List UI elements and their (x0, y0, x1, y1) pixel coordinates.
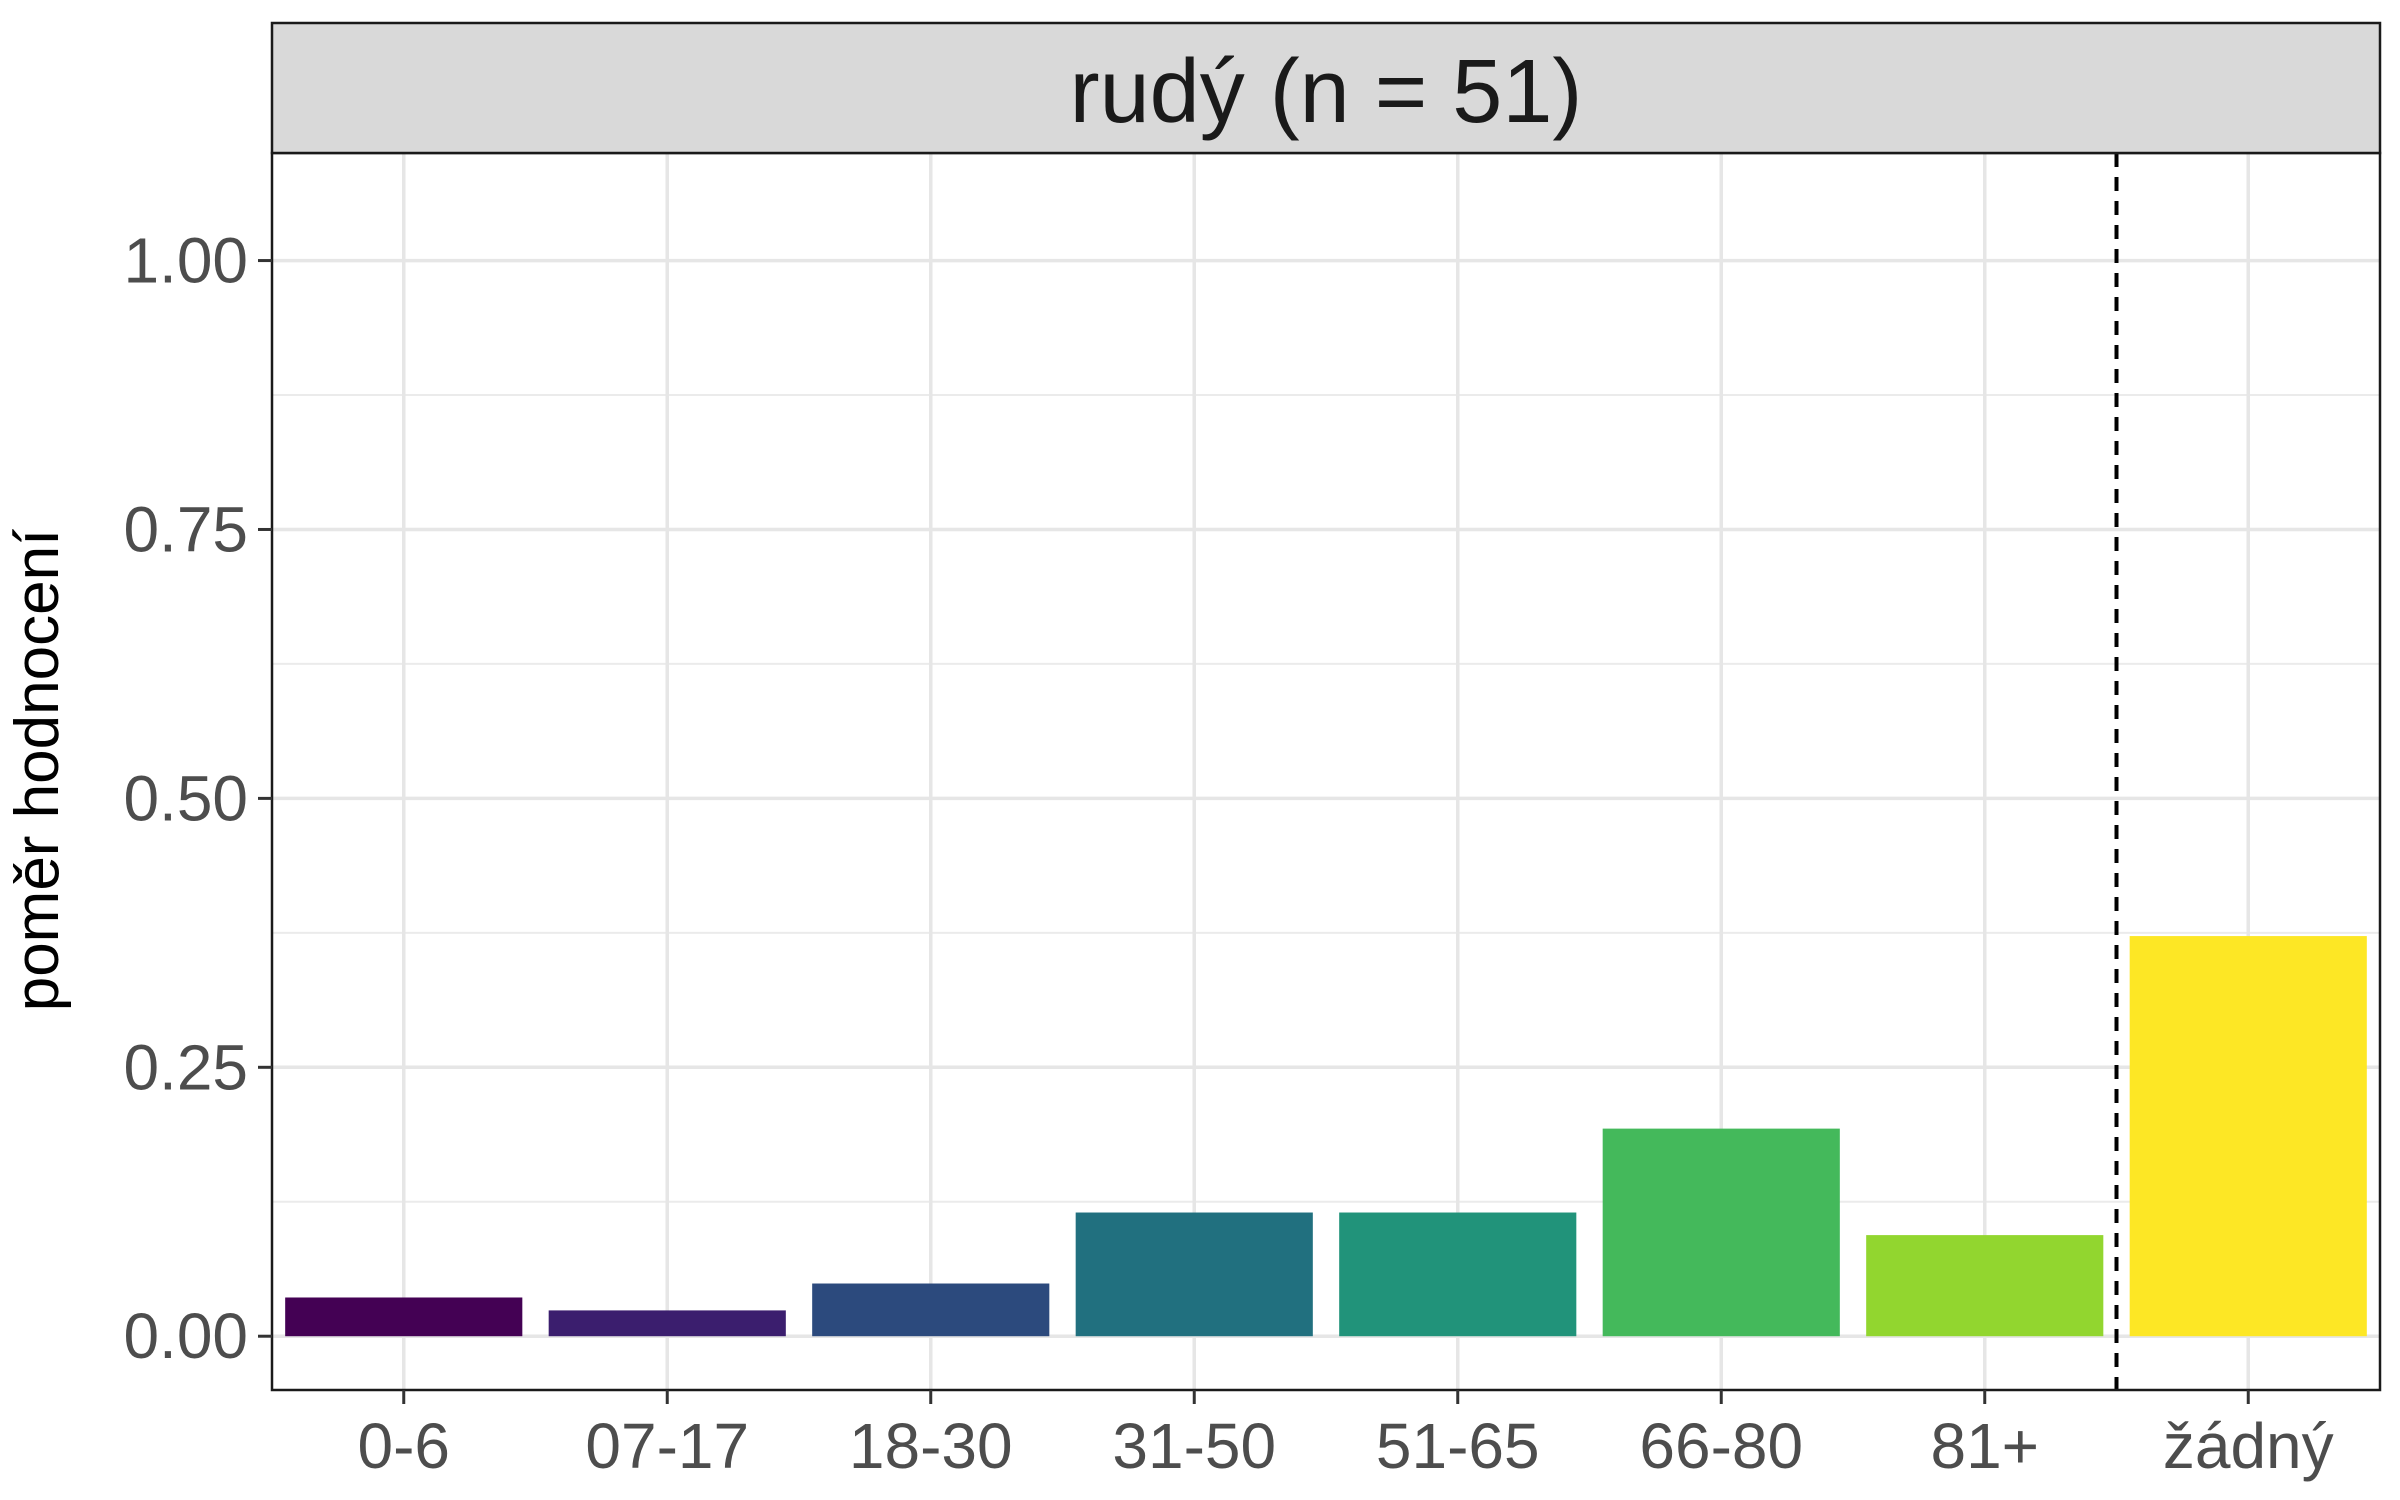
y-axis-title: poměr hodnocení (3, 529, 72, 1012)
x-tick-label: 31-50 (1112, 1410, 1276, 1482)
y-tick-label: 0.00 (123, 1300, 248, 1372)
x-tick-label: 51-65 (1376, 1410, 1540, 1482)
bar-žádný (2129, 936, 2367, 1337)
facet-strip (270, 21, 2382, 155)
bar-81+ (1866, 1235, 2104, 1337)
grid (272, 153, 2380, 1390)
panel-background (272, 153, 2380, 1390)
bar-07-17 (548, 1310, 786, 1337)
x-tick-label: 66-80 (1639, 1410, 1803, 1482)
bars (285, 936, 2367, 1337)
y-tick-label: 0.75 (123, 493, 248, 565)
bar-0-6 (285, 1297, 523, 1337)
y-tick-label: 0.25 (123, 1031, 248, 1103)
x-axis: 0-6 07-17 18-30 31-50 51-65 66-80 81+ žádný (358, 1390, 2334, 1482)
x-tick-label: 81+ (1930, 1410, 2039, 1482)
facet-strip-title: rudý (n = 51) (1070, 42, 1583, 142)
bar-31-50 (1075, 1212, 1313, 1337)
y-tick-label: 1.00 (123, 225, 248, 297)
bar-18-30 (812, 1283, 1050, 1337)
y-tick-label: 0.50 (123, 762, 248, 834)
bar-66-80 (1602, 1128, 1840, 1337)
x-tick-label: 18-30 (849, 1410, 1013, 1482)
x-tick-label: žádný (2163, 1410, 2334, 1482)
bar-51-65 (1339, 1212, 1577, 1337)
x-tick-label: 0-6 (358, 1410, 451, 1482)
x-tick-label: 07-17 (585, 1410, 749, 1482)
y-axis: 0.00 0.25 0.50 0.75 1.00 (123, 225, 272, 1372)
